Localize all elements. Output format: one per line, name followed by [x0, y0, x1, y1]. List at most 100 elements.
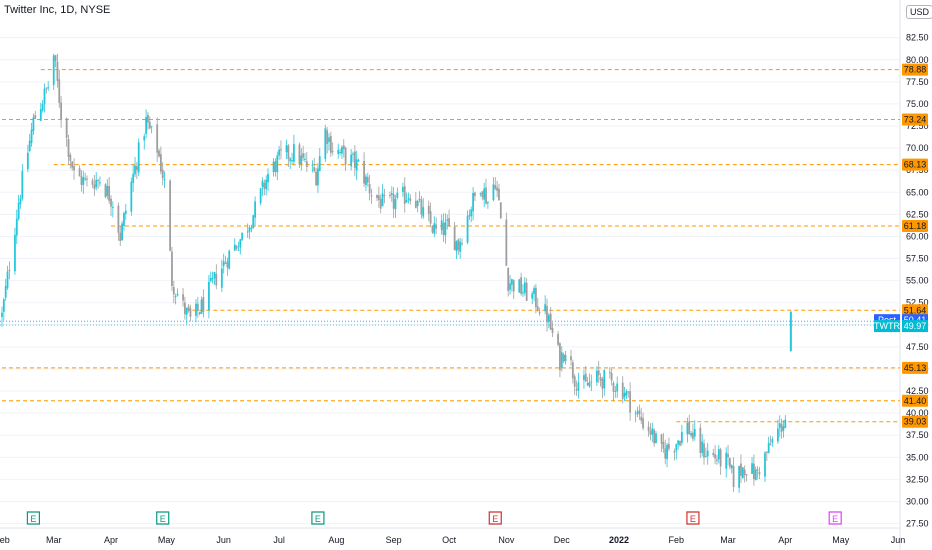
x-tick-label: Aug [328, 535, 344, 545]
candle-body [355, 159, 358, 171]
candle-body [368, 183, 371, 194]
candle-body [34, 115, 37, 119]
candle-body [745, 474, 748, 476]
x-tick-label: Oct [442, 535, 457, 545]
candle-body [699, 427, 702, 453]
candle-body [252, 215, 255, 229]
candle-body [562, 354, 565, 362]
earnings-marker[interactable]: E [488, 511, 502, 525]
candle-body [751, 463, 753, 474]
candle-body [213, 272, 216, 279]
candle-body [570, 356, 572, 361]
candle-body [673, 450, 676, 453]
candle-body [73, 165, 75, 171]
candle-body [551, 328, 554, 333]
candle-body [353, 151, 356, 168]
x-tick-label: Feb [669, 535, 685, 545]
candle-body [455, 241, 458, 252]
candle-body [246, 231, 249, 233]
candle-body [466, 215, 469, 243]
candle-body [686, 422, 689, 435]
candle-body [660, 434, 663, 444]
candle-body [474, 192, 476, 196]
x-tick-label: Jun [216, 535, 231, 545]
candle-body [226, 261, 229, 268]
candle-body [546, 306, 548, 323]
candle-body [78, 168, 81, 177]
candle-body [357, 160, 360, 162]
candle-body [52, 55, 55, 85]
candle-body [111, 206, 114, 208]
candle-body [638, 410, 641, 415]
candle-body [693, 429, 696, 437]
y-tick-label: 55.00 [906, 276, 929, 286]
candle-body [97, 180, 99, 182]
candle-body [753, 463, 755, 479]
candle-body [717, 449, 720, 460]
candle-body [261, 180, 264, 187]
level-price-tag [902, 361, 928, 374]
candle-body [549, 313, 552, 330]
earnings-marker[interactable]: E [311, 511, 325, 525]
candle-body [522, 292, 524, 294]
candle-body [183, 302, 186, 315]
candle-body [431, 225, 434, 233]
level-price-label: 61.18 [904, 221, 927, 231]
candle-body [365, 176, 367, 186]
earnings-marker[interactable]: E [686, 511, 700, 525]
candle-body [47, 87, 50, 89]
y-tick-label: 80.00 [906, 55, 929, 65]
earnings-marker[interactable]: E [26, 511, 41, 525]
candle-body [176, 293, 179, 296]
candle-body [289, 158, 292, 162]
candle-body [254, 201, 256, 218]
candle-body [305, 161, 308, 167]
candle-body [590, 381, 593, 383]
candle-body [459, 241, 462, 252]
candle-body [28, 140, 31, 151]
candle-body [608, 372, 611, 374]
earnings-marker[interactable]: E [156, 511, 170, 525]
candle-body [743, 469, 746, 476]
candle-body [486, 201, 489, 204]
candle-body [614, 391, 617, 393]
candle-body [169, 180, 172, 251]
candle-body [418, 198, 421, 200]
candle-body [470, 209, 473, 217]
candle-body [350, 154, 353, 167]
level-price-label: 73.24 [904, 114, 927, 124]
candle-body [376, 194, 378, 198]
candle-body [259, 188, 262, 204]
currency-button[interactable]: USD [906, 5, 932, 19]
candle-body [239, 239, 242, 248]
y-tick-label: 75.00 [906, 99, 929, 109]
candle-body [509, 283, 511, 290]
candle-body [409, 198, 412, 201]
candle-body [342, 145, 345, 150]
level-price-label: 68.13 [904, 160, 927, 170]
candle-body [414, 200, 417, 208]
candle-body [60, 102, 63, 120]
candle-body [108, 186, 111, 201]
candle-body [396, 192, 399, 198]
candle-body [174, 296, 177, 298]
earnings-marker[interactable]: E [828, 511, 842, 525]
candle-body [536, 306, 539, 310]
candle-body [54, 55, 57, 62]
candle-body [130, 181, 133, 212]
candle-body [19, 198, 22, 204]
x-tick-label: Nov [498, 535, 515, 545]
candle-body [161, 169, 164, 179]
candle-body [95, 179, 98, 188]
candle-body [91, 180, 94, 185]
candle-body [525, 282, 528, 301]
candle-body [121, 223, 123, 240]
candle-body [285, 145, 288, 153]
y-tick-label: 72.50 [906, 121, 929, 131]
candle-body [187, 306, 190, 311]
candle-body [427, 205, 430, 214]
candle-body [728, 458, 731, 467]
candle-body [222, 261, 225, 266]
candle-body [370, 195, 373, 197]
